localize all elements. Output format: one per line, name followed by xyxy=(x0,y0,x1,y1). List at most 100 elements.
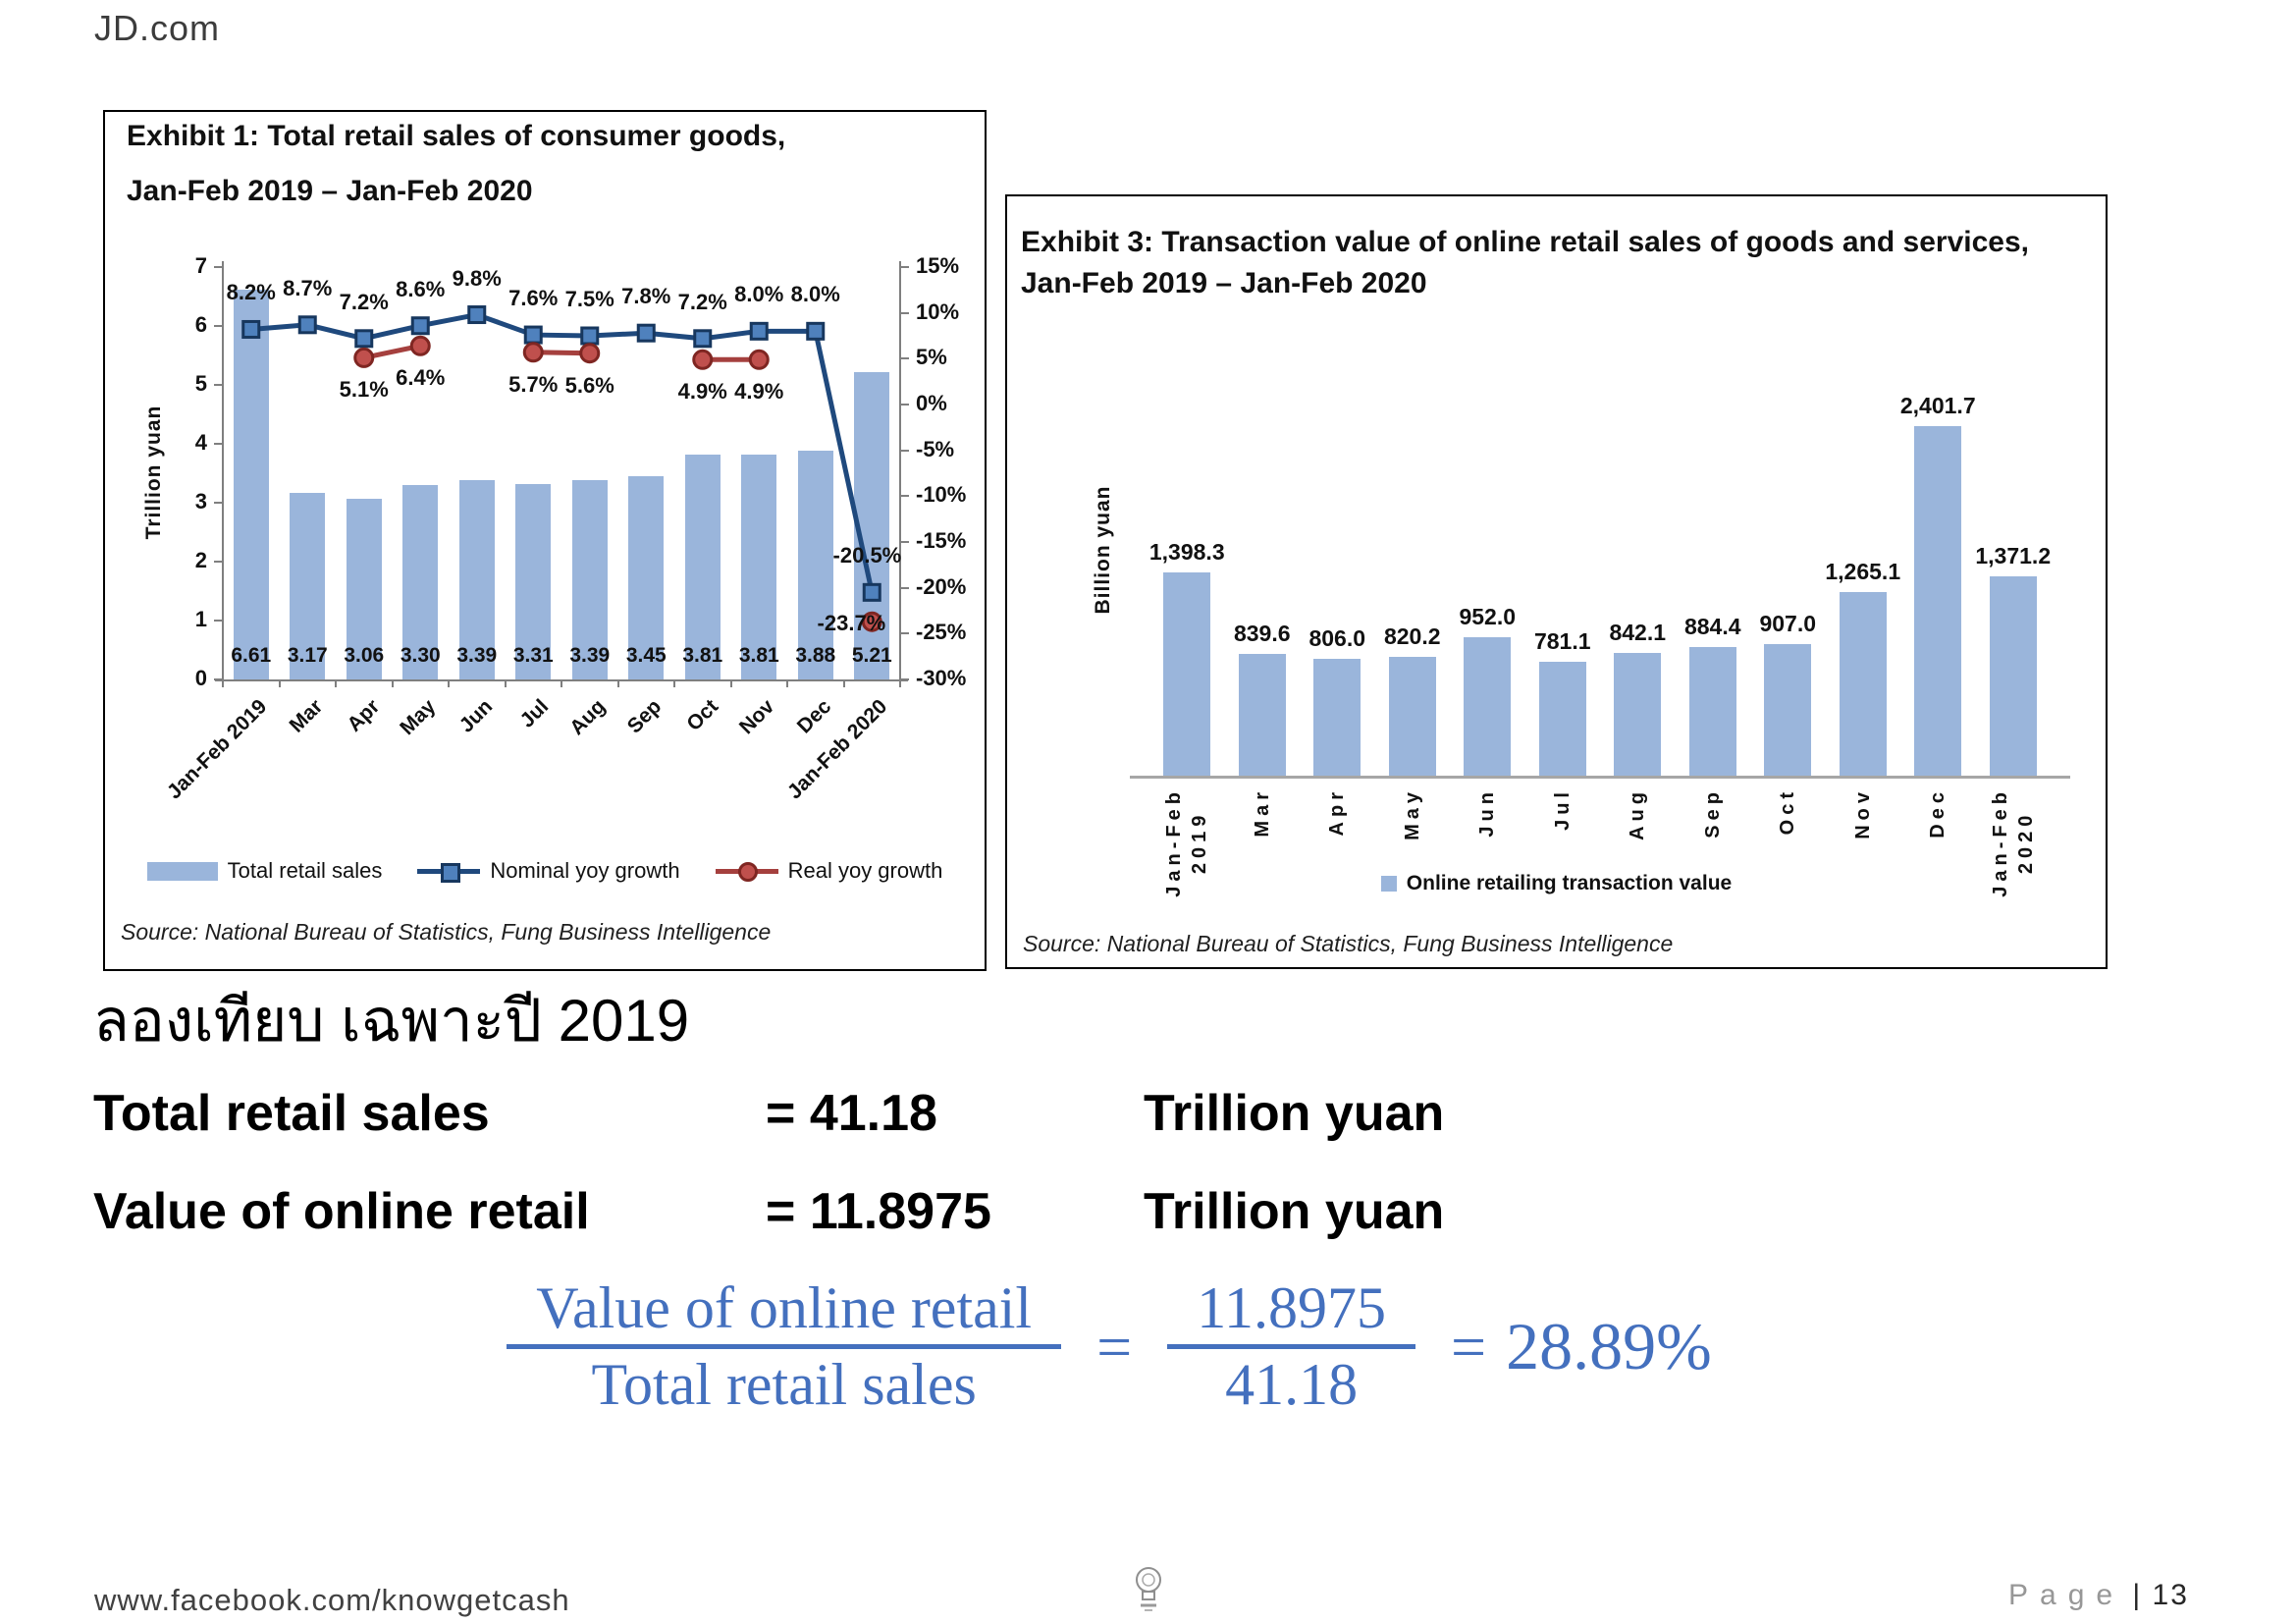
right-axis-tick xyxy=(900,586,909,589)
x-axis-line xyxy=(1130,776,2070,779)
nominal-growth-label: 8.0% xyxy=(734,282,784,307)
formula-result-equals: = xyxy=(1450,1311,1487,1381)
bar-value-label: 820.2 xyxy=(1383,623,1441,649)
bar xyxy=(1839,591,1887,776)
real-growth-marker xyxy=(692,349,714,370)
legend-label-total-retail-sales: Total retail sales xyxy=(227,858,383,883)
real-growth-marker xyxy=(748,349,770,370)
left-axis-tick-label: 6 xyxy=(194,312,207,337)
x-axis-category-text: Jul xyxy=(1551,787,1574,831)
formula-numerator: Value of online retail xyxy=(536,1275,1033,1340)
page-number: | 13 xyxy=(2132,1579,2189,1611)
comparison-label: Total retail sales xyxy=(93,1085,490,1142)
x-axis-tick xyxy=(899,679,901,687)
x-axis-category-label: Jul xyxy=(1550,787,1593,831)
formula-equals: = xyxy=(1096,1311,1133,1381)
real-growth-label: 5.1% xyxy=(339,377,389,403)
x-axis-category-text: Aug xyxy=(1627,787,1649,840)
left-axis-tick-label: 3 xyxy=(194,489,207,514)
real-growth-line-segment xyxy=(533,350,590,356)
formula-result: 28.89% xyxy=(1506,1309,1712,1383)
nominal-growth-marker xyxy=(297,315,317,335)
left-axis-tick-label: 2 xyxy=(194,548,207,572)
bar-value-label: 781.1 xyxy=(1533,628,1591,655)
nominal-growth-label: 7.2% xyxy=(677,289,727,314)
bar xyxy=(1764,643,1812,776)
bar-value-label: 3.31 xyxy=(512,644,554,667)
left-axis-tick xyxy=(214,325,223,327)
nominal-growth-marker xyxy=(693,329,713,349)
real-growth-marker xyxy=(579,343,601,364)
x-axis-tick xyxy=(278,679,281,687)
x-axis-tick xyxy=(391,679,394,687)
exhibit1-chart: Exhibit 1: Total retail sales of consume… xyxy=(103,110,987,971)
lightbulb-logo xyxy=(1136,1567,1161,1611)
left-axis-tick xyxy=(214,266,223,268)
nominal-growth-label: 8.6% xyxy=(396,276,446,301)
page-number-label: Page | 13 xyxy=(2008,1579,2189,1612)
right-axis-tick xyxy=(900,404,909,406)
x-axis-tick xyxy=(729,679,732,687)
real-growth-label: 5.7% xyxy=(508,371,559,397)
left-axis-tick-label: 7 xyxy=(194,253,207,278)
nominal-growth-marker xyxy=(354,329,374,349)
x-axis-category-text: Oct xyxy=(1777,787,1799,836)
bar-value-label: 1,265.1 xyxy=(1825,558,1901,584)
x-axis-category-label: Apr xyxy=(1324,787,1372,836)
formula-value-numerator: 11.8975 xyxy=(1197,1275,1386,1340)
bar-value-label: 3.06 xyxy=(344,644,385,667)
right-axis-tick-label: 15% xyxy=(916,253,960,278)
formula-word-fraction: Value of online retail Total retail sale… xyxy=(507,1272,1062,1421)
left-axis-line xyxy=(222,261,224,687)
left-axis-tick xyxy=(214,443,223,445)
left-axis-tick-label: 5 xyxy=(194,371,207,396)
bar xyxy=(1614,653,1662,776)
nominal-growth-marker xyxy=(749,321,769,341)
right-axis-tick-label: -10% xyxy=(916,482,967,508)
bar-value-label: 884.4 xyxy=(1683,614,1741,640)
bar-value-label: 1,398.3 xyxy=(1148,538,1225,565)
left-axis-tick xyxy=(214,678,223,680)
right-axis-tick-label: -30% xyxy=(916,666,967,690)
nominal-growth-label: 8.0% xyxy=(790,282,840,307)
legend-label-real-yoy-growth: Real yoy growth xyxy=(787,858,943,883)
left-axis-tick xyxy=(214,502,223,504)
nominal-growth-label: 8.7% xyxy=(283,275,333,300)
comparison-value: = 11.8975 xyxy=(766,1183,991,1240)
right-axis-tick xyxy=(900,541,909,543)
real-growth-marker xyxy=(353,347,375,368)
formula-number-fraction: 11.8975 41.18 xyxy=(1167,1272,1415,1421)
nominal-growth-label: 9.8% xyxy=(452,265,502,291)
right-axis-tick-label: 10% xyxy=(916,298,960,324)
bar-value-label: 3.39 xyxy=(456,644,498,667)
x-axis-tick xyxy=(561,679,562,687)
x-axis-tick xyxy=(616,679,619,687)
nominal-growth-marker xyxy=(636,323,656,343)
comparison-value: = 41.18 xyxy=(766,1085,937,1142)
right-axis-tick-label: 0% xyxy=(916,391,947,415)
x-axis-tick xyxy=(448,679,450,687)
right-axis-tick xyxy=(900,311,909,314)
x-axis-category-text: Sep xyxy=(1701,787,1724,839)
bar xyxy=(233,290,269,679)
left-axis-tick xyxy=(214,620,223,622)
x-axis-category-text: Apr xyxy=(1326,787,1349,837)
right-axis-tick-label: -5% xyxy=(916,436,955,461)
x-axis-category-label: Aug xyxy=(1625,787,1678,840)
real-growth-label: 4.9% xyxy=(734,379,784,405)
bar-value-label: 6.61 xyxy=(231,644,272,667)
x-axis-category-label: Oct xyxy=(1775,787,1822,835)
real-growth-marker xyxy=(522,342,544,363)
exhibit1-source: Source: National Bureau of Statistics, F… xyxy=(121,919,772,945)
exhibit1-legend: Total retail sales Nominal yoy growth Re… xyxy=(105,858,985,884)
bar xyxy=(1388,656,1436,776)
x-axis-tick xyxy=(504,679,507,687)
real-growth-label: -23.7% xyxy=(817,611,886,636)
bar xyxy=(1464,637,1512,776)
left-axis-tick-label: 4 xyxy=(194,430,207,455)
right-axis-tick-label: -15% xyxy=(916,528,967,553)
exhibit1-plot: 0 1 2 3 4 5 6 7 15% 10% 5% 0% -5% -10% -15% -20% -25% -30… xyxy=(105,112,985,969)
footer-website-link[interactable]: www.facebook.com/knowgetcash xyxy=(94,1583,570,1617)
exhibit1-title-line2: Jan-Feb 2019 – Jan-Feb 2020 xyxy=(127,175,533,207)
